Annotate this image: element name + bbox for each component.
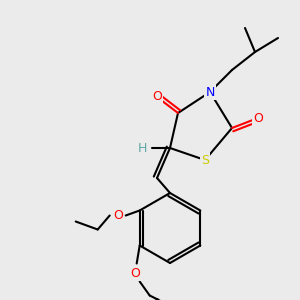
Text: O: O [253,112,263,124]
Text: N: N [205,85,215,98]
Text: O: O [130,267,140,280]
Text: H: H [137,142,147,154]
Text: O: O [152,91,162,103]
Text: S: S [201,154,209,166]
Text: O: O [113,209,123,222]
